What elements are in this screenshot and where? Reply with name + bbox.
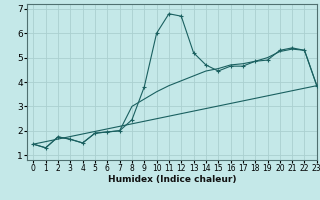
X-axis label: Humidex (Indice chaleur): Humidex (Indice chaleur): [108, 175, 236, 184]
